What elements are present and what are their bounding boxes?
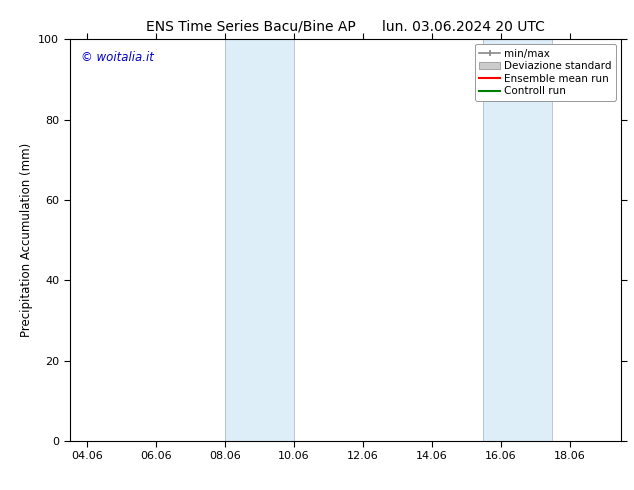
Text: © woitalia.it: © woitalia.it <box>81 51 153 64</box>
Y-axis label: Precipitation Accumulation (mm): Precipitation Accumulation (mm) <box>20 143 33 337</box>
Legend: min/max, Deviazione standard, Ensemble mean run, Controll run: min/max, Deviazione standard, Ensemble m… <box>476 45 616 100</box>
Title: ENS Time Series Bacu/Bine AP      lun. 03.06.2024 20 UTC: ENS Time Series Bacu/Bine AP lun. 03.06.… <box>146 20 545 34</box>
Bar <box>225 39 294 441</box>
Bar <box>483 39 552 441</box>
